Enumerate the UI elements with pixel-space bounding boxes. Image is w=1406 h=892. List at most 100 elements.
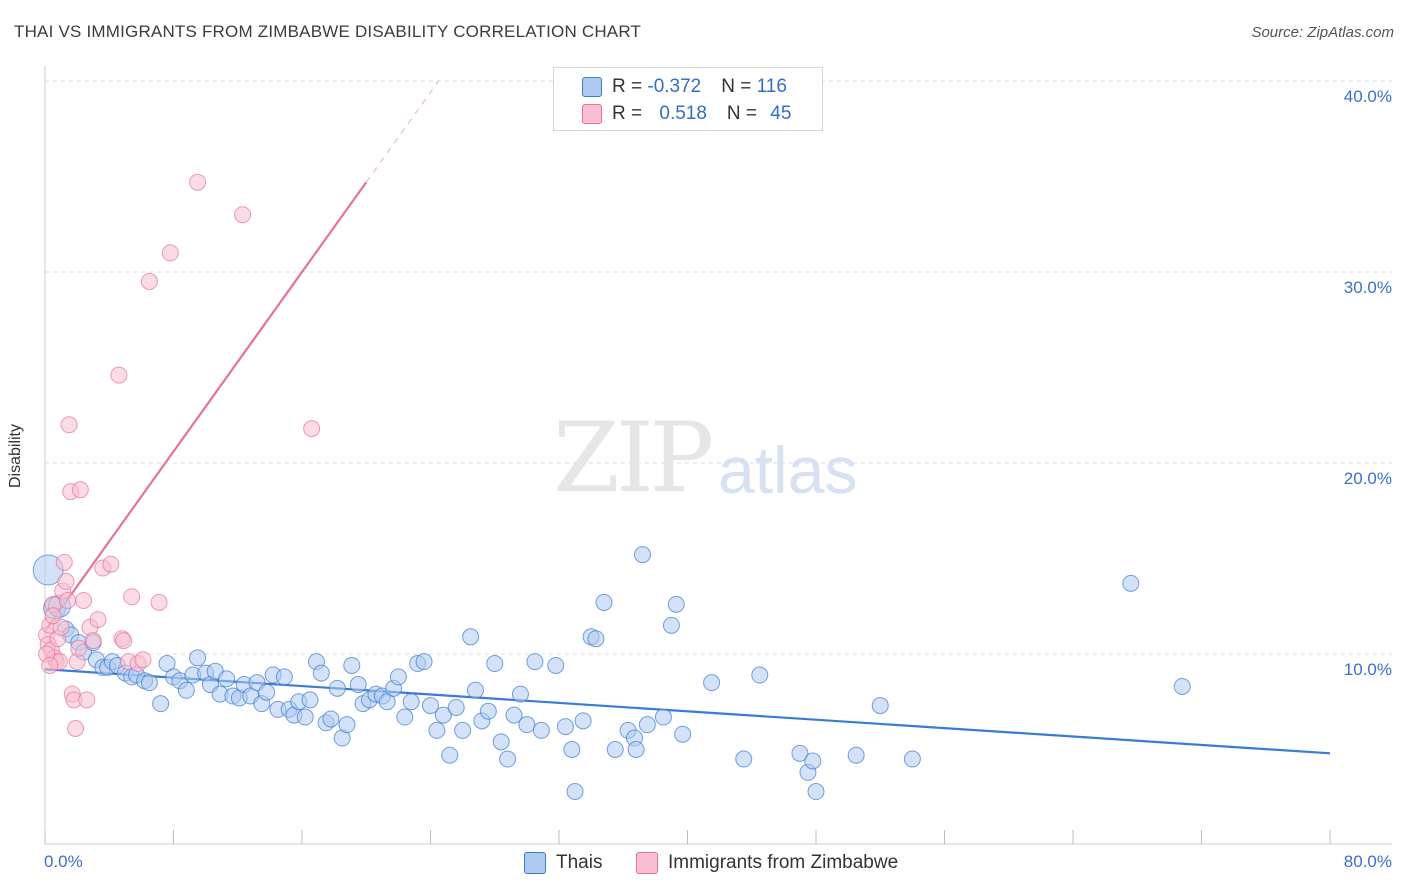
legend-label-zimbabwe: Immigrants from Zimbabwe: [668, 852, 899, 873]
point-zimbabwe: [234, 206, 252, 224]
point-thais: [662, 616, 680, 634]
legend-label-thais: Thais: [556, 852, 603, 873]
point-thais: [415, 653, 433, 671]
point-thais: [343, 656, 361, 674]
y-tick-label: 20.0%: [1343, 469, 1392, 488]
point-thais: [275, 668, 293, 686]
point-thais: [434, 706, 452, 724]
legend-n-value: 45: [770, 103, 792, 124]
point-zimbabwe: [161, 244, 179, 262]
point-zimbabwe: [134, 651, 152, 669]
point-thais: [454, 721, 472, 739]
point-thais: [422, 697, 439, 715]
point-thais: [505, 706, 523, 724]
series-legend: Thais Immigrants from Zimbabwe: [0, 852, 1406, 876]
point-thais: [428, 721, 446, 739]
point-thais: [634, 546, 652, 564]
legend-r-label: R =: [612, 103, 648, 124]
point-thais: [627, 741, 645, 758]
point-thais: [322, 710, 340, 728]
point-thais: [735, 750, 753, 768]
point-thais: [518, 716, 536, 734]
point-zimbabwe: [189, 173, 207, 191]
point-thais: [847, 746, 865, 764]
point-thais: [486, 655, 504, 673]
point-zimbabwe: [84, 632, 102, 650]
point-zimbabwe: [303, 420, 321, 438]
point-thais: [1122, 574, 1140, 592]
point-thais: [447, 698, 465, 716]
point-thais: [462, 628, 480, 646]
point-thais: [492, 733, 510, 751]
data-points: [32, 173, 1191, 801]
point-zimbabwe: [75, 592, 93, 610]
chart-title: THAI VS IMMIGRANTS FROM ZIMBABWE DISABIL…: [14, 22, 642, 41]
point-zimbabwe: [89, 611, 107, 629]
point-thais: [189, 649, 207, 667]
point-zimbabwe: [115, 632, 133, 650]
point-thais: [703, 674, 721, 692]
point-thais: [312, 664, 330, 682]
point-thais: [563, 741, 581, 758]
point-zimbabwe: [55, 553, 73, 571]
point-thais: [296, 708, 314, 726]
point-thais: [587, 630, 605, 648]
x-tick-label: 80.0%: [1343, 852, 1392, 871]
point-thais: [526, 653, 544, 671]
axes: [44, 66, 1392, 845]
point-thais: [301, 691, 319, 709]
legend-swatch-pink: [582, 104, 602, 124]
point-zimbabwe: [140, 273, 158, 291]
point-thais: [1173, 677, 1191, 695]
point-thais: [556, 718, 574, 736]
gridlines: [45, 80, 1392, 655]
point-thais: [177, 681, 195, 699]
point-zimbabwe: [110, 366, 128, 384]
point-thais: [499, 750, 517, 768]
point-thais: [903, 750, 921, 768]
point-thais: [511, 685, 529, 703]
legend-swatch-thais: [524, 852, 546, 874]
point-thais: [574, 712, 592, 730]
legend-r-value: 0.518: [659, 103, 707, 124]
source-label: Source: ZipAtlas.com: [1251, 24, 1394, 41]
legend-row-blue: R = -0.372 N = 116: [612, 76, 787, 98]
point-thais: [258, 683, 276, 701]
point-zimbabwe: [71, 481, 89, 499]
point-thais: [566, 783, 584, 801]
point-thais: [349, 676, 367, 694]
point-thais: [402, 693, 420, 711]
legend-r-value: -0.372: [647, 76, 702, 97]
point-zimbabwe: [70, 639, 88, 657]
point-thais: [871, 697, 889, 715]
trend-line-zimbabwe-dashed: [365, 80, 439, 183]
legend-swatch-blue: [582, 77, 602, 97]
point-zimbabwe: [123, 588, 141, 606]
point-thais: [674, 725, 692, 743]
legend-n-label: N =: [726, 103, 763, 124]
point-zimbabwe: [58, 592, 76, 610]
point-thais: [807, 783, 825, 801]
legend-row-pink: R = 0.518 N = 45: [612, 103, 791, 125]
point-zimbabwe: [60, 416, 78, 434]
point-thais: [804, 752, 822, 770]
point-thais: [218, 670, 236, 688]
point-thais: [389, 668, 407, 686]
point-thais: [466, 681, 484, 699]
point-thais: [338, 716, 356, 734]
x-tick-label: 0.0%: [44, 852, 83, 871]
point-thais: [791, 744, 809, 762]
point-zimbabwe: [78, 691, 96, 709]
y-tick-label: 30.0%: [1343, 278, 1392, 297]
y-axis-label: Disability: [7, 423, 24, 489]
point-thais: [479, 702, 497, 720]
point-thais: [595, 593, 613, 611]
legend-n-value: 116: [756, 76, 787, 97]
point-thais: [751, 666, 769, 684]
point-thais: [441, 746, 459, 764]
point-thais: [396, 708, 414, 726]
point-thais: [532, 721, 550, 739]
point-thais: [606, 741, 624, 758]
point-zimbabwe: [57, 572, 75, 590]
